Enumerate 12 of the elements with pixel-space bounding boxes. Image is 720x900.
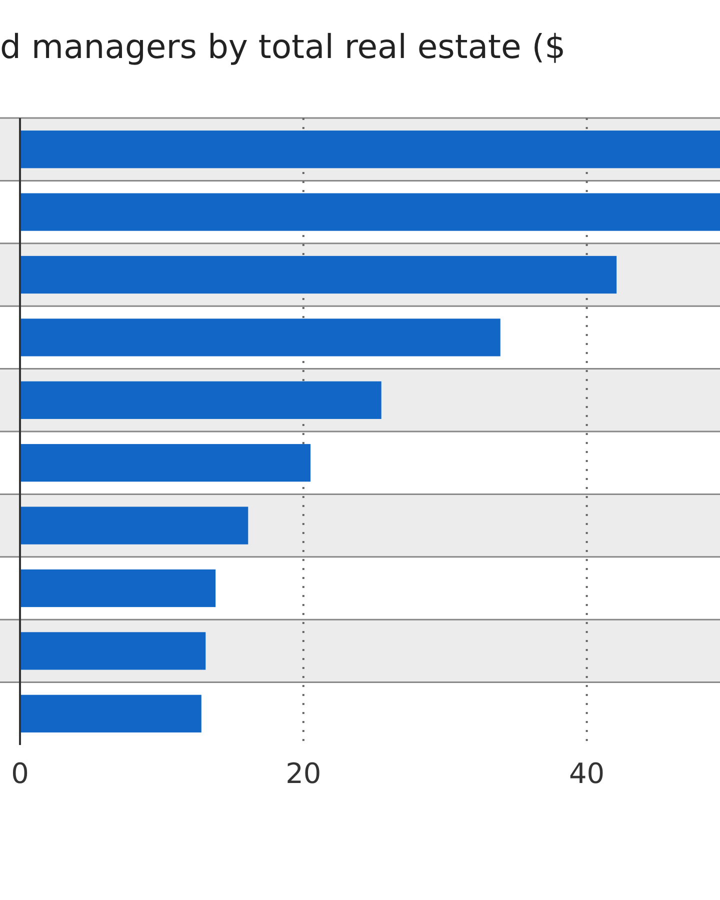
- bar: [20, 506, 248, 544]
- bar: [20, 694, 202, 732]
- x-tick-label: 20: [286, 756, 322, 790]
- chart-title: d managers by total real estate ($: [0, 27, 566, 66]
- x-tick-label: 40: [568, 756, 605, 790]
- bar: [20, 444, 310, 482]
- x-tick-label: 0: [11, 756, 29, 790]
- bar: [20, 569, 216, 608]
- bar: [20, 381, 382, 419]
- bar: [20, 632, 206, 670]
- bar: [20, 193, 720, 231]
- bar: [20, 318, 500, 356]
